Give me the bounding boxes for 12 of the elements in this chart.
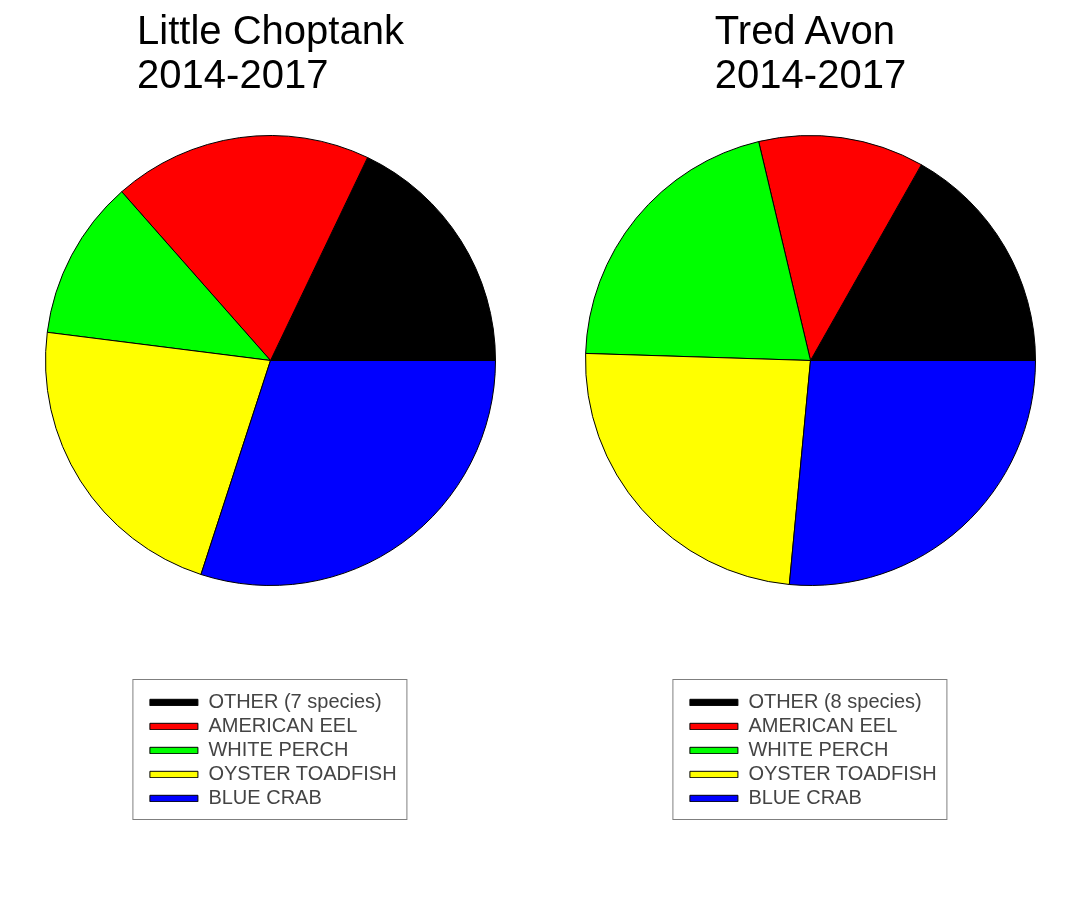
legend-label: AMERICAN EEL [208, 714, 358, 737]
legend-label: BLUE CRAB [748, 786, 862, 809]
legend-label: WHITE PERCH [748, 738, 889, 761]
legend-label: BLUE CRAB [208, 786, 322, 809]
chart-title: Little Choptank 2014-2017 [137, 7, 405, 96]
chart-title: Tred Avon 2014-2017 [714, 7, 907, 96]
legend-label: AMERICAN EEL [748, 714, 898, 737]
legend-label: OTHER (8 species) [748, 690, 922, 713]
legend-label: OYSTER TOADFISH [748, 762, 937, 785]
legend-label: OYSTER TOADFISH [208, 762, 397, 785]
legend-label: OTHER (7 species) [208, 690, 382, 713]
legend-label: WHITE PERCH [208, 738, 349, 761]
